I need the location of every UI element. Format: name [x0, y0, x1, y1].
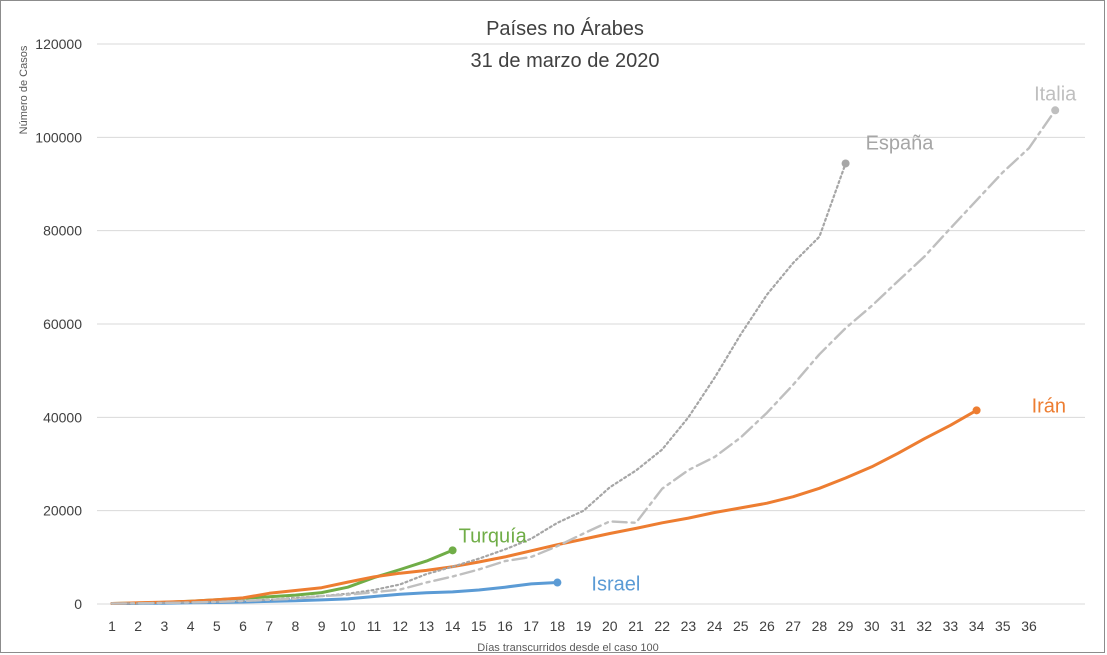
- series-labels: Turquía Israel Irán España Italia: [459, 83, 1078, 595]
- x-tick-label: 5: [213, 618, 221, 634]
- chart-subtitle: 31 de marzo de 2020: [470, 50, 659, 72]
- y-tick-label: 20000: [43, 503, 82, 519]
- x-axis-label: Días transcurridos desde el caso 100: [477, 642, 659, 654]
- x-tick-label: 33: [943, 618, 959, 634]
- series-lines: [110, 106, 1060, 605]
- x-tick-label: 23: [681, 618, 697, 634]
- y-axis-label: Número de Casos: [18, 45, 30, 134]
- series-label: Italia: [1034, 83, 1077, 105]
- x-tick-label: 3: [161, 618, 169, 634]
- y-tick-label: 100000: [35, 129, 82, 145]
- y-tick-label: 120000: [35, 36, 82, 52]
- x-tick-label: 20: [602, 618, 618, 634]
- x-tick-label: 26: [759, 618, 775, 634]
- series-end-marker: [553, 578, 562, 587]
- series-end-marker: [841, 159, 850, 168]
- x-tick-label: 35: [995, 618, 1011, 634]
- series-line: [110, 109, 1057, 605]
- x-tick-label: 18: [550, 618, 566, 634]
- series-label: Israel: [591, 574, 640, 596]
- x-tick-label: 22: [654, 618, 670, 634]
- x-tick-label: 9: [318, 618, 326, 634]
- x-tick-label: 25: [733, 618, 749, 634]
- x-tick-label: 10: [340, 618, 356, 634]
- series-label: Irán: [1032, 395, 1066, 417]
- x-tick-label: 6: [239, 618, 247, 634]
- series-end-marker: [972, 406, 981, 415]
- x-tick-label: 29: [838, 618, 854, 634]
- x-tick-label: 34: [969, 618, 985, 634]
- x-tick-label: 32: [916, 618, 932, 634]
- x-tick-label: 30: [864, 618, 880, 634]
- x-tick-label: 1: [108, 618, 116, 634]
- x-tick-label: 15: [471, 618, 487, 634]
- x-tick-label: 24: [707, 618, 723, 634]
- x-tick-label: 11: [367, 618, 382, 634]
- x-tick-label: 21: [628, 618, 644, 634]
- y-tick-labels: 0 20000 40000 60000 80000 100000 120000: [35, 36, 82, 612]
- x-tick-label: 12: [392, 618, 408, 634]
- x-tick-label: 36: [1021, 618, 1037, 634]
- series-label: Turquía: [459, 525, 528, 547]
- x-tick-label: 17: [523, 618, 539, 634]
- y-tick-label: 60000: [43, 316, 82, 332]
- x-tick-label: 27: [785, 618, 801, 634]
- series-end-marker: [448, 546, 457, 555]
- y-tick-label: 40000: [43, 409, 82, 425]
- x-tick-label: 19: [576, 618, 592, 634]
- series-line: [110, 408, 979, 605]
- x-tick-label: 16: [497, 618, 513, 634]
- x-tick-label: 8: [292, 618, 300, 634]
- x-tick-label: 13: [419, 618, 435, 634]
- x-tick-label: 14: [445, 618, 461, 634]
- series-label: España: [866, 132, 935, 154]
- gridlines: [97, 43, 1085, 605]
- series-end-marker: [1051, 106, 1060, 115]
- x-tick-label: 2: [134, 618, 142, 634]
- x-tick-label: 7: [265, 618, 273, 634]
- x-tick-labels: 1 2 3 4 5 6 7 8 9 10 11 12 13 14 15 16 17 18 19 20 21 22 23 24 2…: [108, 618, 1037, 634]
- chart-title: Países no Árabes: [486, 17, 644, 40]
- y-tick-label: 80000: [43, 223, 82, 239]
- x-tick-label: 28: [812, 618, 828, 634]
- y-tick-label: 0: [74, 596, 82, 612]
- x-tick-label: 4: [187, 618, 195, 634]
- x-tick-label: 31: [890, 618, 906, 634]
